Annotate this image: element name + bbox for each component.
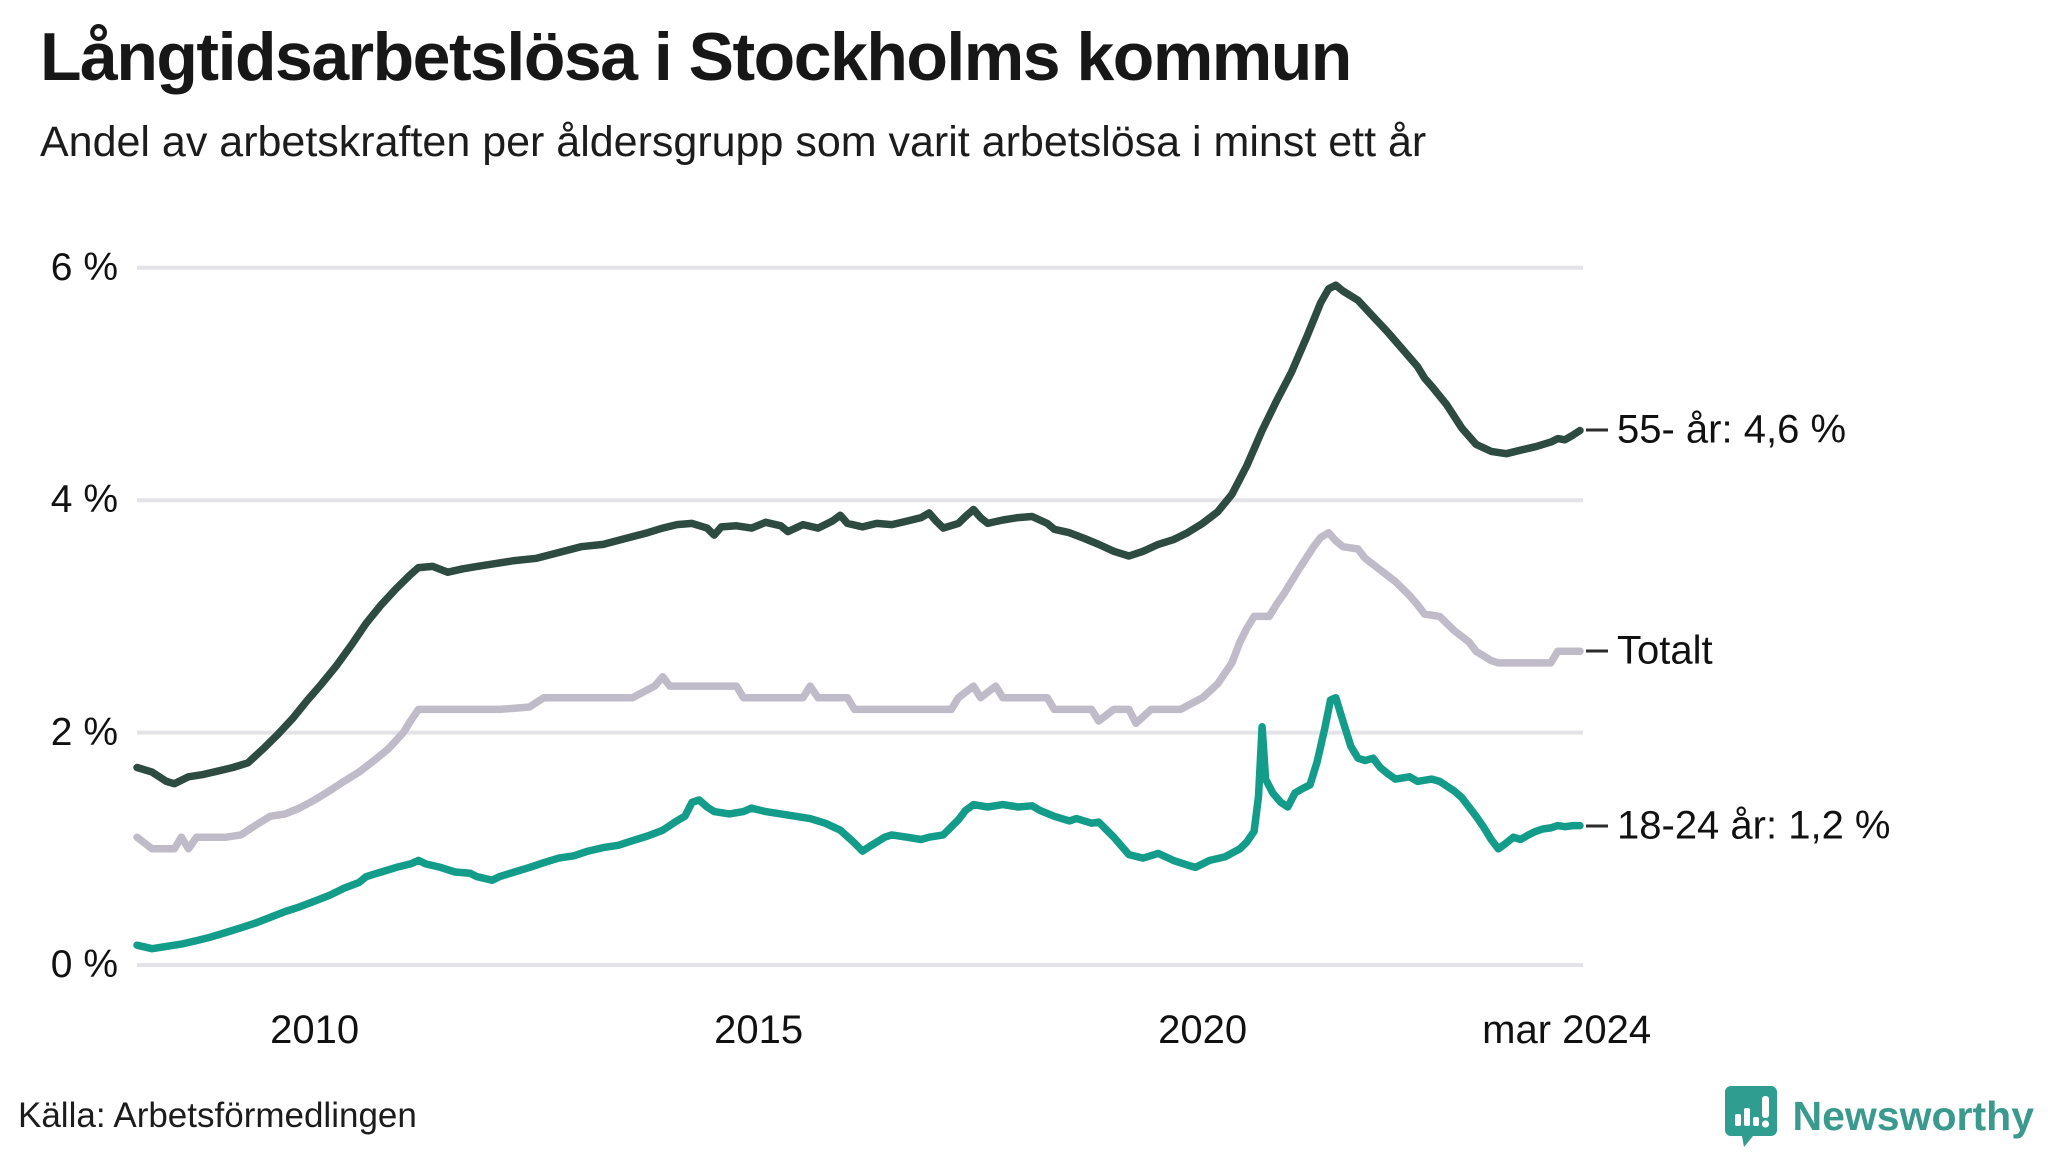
source-note: Källa: Arbetsförmedlingen [18, 1096, 417, 1135]
series-label-18-24-r: 18-24 år: 1,2 % [1586, 803, 1891, 848]
series-label-Totalt: Totalt [1586, 629, 1713, 674]
series-line-Totalt [133, 528, 1584, 853]
series-label-tick [1586, 649, 1608, 653]
series-line-55--r [133, 281, 1584, 788]
y-tick-label: 6 % [50, 245, 118, 289]
x-tick-label: 2020 [1158, 1008, 1248, 1052]
y-tick-label: 2 % [50, 710, 118, 754]
y-tick-label: 0 % [50, 943, 118, 986]
newsworthy-logo: Newsworthy [1723, 1084, 2035, 1148]
x-tick-label: 2015 [714, 1008, 804, 1052]
page-title: Långtidsarbetslösa i Stockholms kommun [40, 19, 1352, 95]
y-tick-label: 4 % [50, 478, 118, 522]
series-line-18-24-r [133, 693, 1584, 953]
x-tick-label: 2010 [270, 1008, 360, 1052]
page-subtitle: Andel av arbetskraften per åldersgrupp s… [40, 118, 1427, 166]
series-label-text: 18-24 år: 1,2 % [1617, 803, 1891, 848]
newsworthy-logo-text: Newsworthy [1792, 1092, 2035, 1139]
series-label-text: Totalt [1617, 628, 1713, 673]
newsworthy-logo-icon [1724, 1086, 1777, 1147]
series-label-tick [1586, 428, 1608, 432]
series-label-text: 55- år: 4,6 % [1617, 407, 1847, 452]
x-tick-label: mar 2024 [1482, 1008, 1652, 1052]
series-label-tick [1586, 824, 1608, 828]
series-label-55--r: 55- år: 4,6 % [1586, 408, 1846, 453]
